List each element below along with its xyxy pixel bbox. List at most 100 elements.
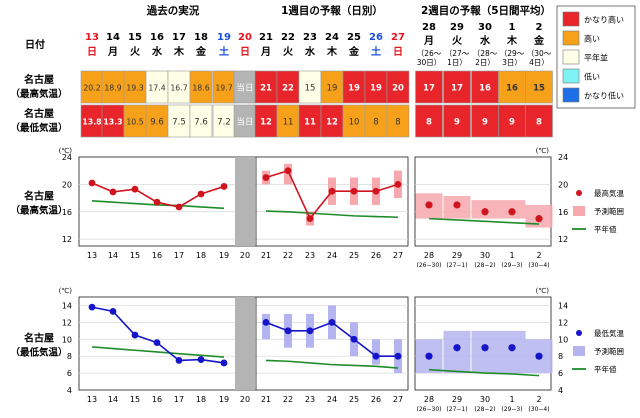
legend-swatch	[562, 68, 580, 84]
data-point	[350, 335, 358, 343]
legend-swatch	[562, 49, 580, 65]
x-tick-label: 20	[240, 251, 250, 260]
max-week-cell	[525, 70, 553, 104]
weekly-point	[481, 344, 489, 352]
x-tick-label: 26	[371, 395, 381, 404]
x-tick-range: (27−1)	[446, 262, 467, 269]
x-tick-range: (29−3)	[501, 406, 522, 413]
max-value: 22	[282, 84, 294, 94]
y-tick-label-right: 12	[558, 318, 568, 327]
data-point	[153, 198, 161, 206]
date-number: 18	[194, 32, 208, 43]
data-point	[372, 352, 380, 360]
legend-label: かなり高い	[584, 15, 624, 25]
range-box	[443, 330, 471, 374]
unit-label: (℃)	[59, 287, 73, 295]
max-week-cell	[471, 70, 499, 104]
x-tick-range: (26−30)	[417, 406, 442, 413]
x-tick-label: 30	[480, 251, 490, 260]
date-number: 27	[391, 32, 405, 43]
chart-row-label-city: 名古屋	[24, 332, 54, 345]
min-value: 10.5	[126, 118, 143, 127]
max-value: 16.7	[170, 84, 187, 93]
date-column-label: 日付	[25, 38, 45, 51]
y-tick-label: 12	[62, 318, 72, 327]
x-tick-label: 27	[393, 395, 403, 404]
x-tick-label: 2	[536, 251, 541, 260]
max-value: 20	[392, 84, 404, 94]
x-tick-range: (29−3)	[501, 262, 522, 269]
date-number: 19	[217, 32, 231, 43]
week-range-end: 3日）	[502, 58, 522, 67]
max-cell	[386, 70, 410, 104]
y-tick-label-right: 14	[558, 301, 568, 310]
min-week-value: 8	[426, 118, 432, 128]
date-number: 16	[150, 32, 164, 43]
data-point	[306, 327, 314, 335]
legend-label: 低い	[584, 72, 600, 82]
x-tick-label: 1	[509, 395, 514, 404]
weekly-point	[453, 201, 461, 209]
date-number: 24	[325, 32, 339, 43]
y-tick-label-right: 6	[558, 369, 563, 378]
max-week-cell	[443, 70, 471, 104]
range-box	[471, 330, 499, 374]
data-point	[131, 185, 139, 193]
week-range-end: 4日）	[529, 58, 549, 67]
min-value: 11	[304, 118, 316, 128]
x-tick-label: 30	[480, 395, 490, 404]
y-tick-label: 8	[67, 352, 72, 361]
date-weekday: 日	[87, 46, 97, 58]
data-point	[88, 303, 96, 311]
legend-label: 高い	[584, 34, 600, 44]
y-tick-label-right: 4	[558, 386, 563, 395]
range-bar	[284, 163, 292, 185]
min-week-value: 8	[536, 118, 542, 128]
week-date-weekday: 月	[423, 35, 434, 47]
today-band	[235, 157, 255, 246]
week2-title: 2週目の予報（5日間平均）	[421, 4, 551, 17]
week-date-number: 2	[536, 22, 543, 33]
data-point	[197, 190, 205, 198]
x-tick-range: (28−2)	[474, 406, 495, 413]
range-bar	[372, 339, 380, 365]
chart-row-label-city: 名古屋	[24, 190, 54, 203]
range-box	[498, 330, 526, 374]
unit-label-right: (℃)	[536, 147, 550, 155]
x-tick-label: 18	[196, 251, 206, 260]
data-point	[197, 356, 205, 363]
data-point	[328, 318, 336, 326]
unit-label-right: (℃)	[536, 287, 550, 295]
data-point	[394, 180, 402, 188]
legend-series-label: 最低気温	[594, 328, 624, 338]
legend-range-label: 予測範囲	[594, 346, 624, 356]
max-week-value: 17	[423, 84, 435, 94]
max-week-cell	[498, 70, 526, 104]
min-value: 13.3	[103, 118, 122, 127]
x-tick-label: 28	[424, 395, 434, 404]
date-number: 22	[281, 32, 295, 43]
data-point	[175, 357, 183, 364]
legend-normal-label: 平年値	[594, 224, 617, 234]
min-week-cell	[471, 104, 499, 138]
data-point	[131, 331, 139, 339]
row-label-min: （最低気温）	[10, 122, 67, 134]
date-weekday: 月	[260, 46, 271, 58]
max-value: 19	[348, 84, 360, 94]
weekly-point	[508, 208, 516, 216]
max-value: 21	[260, 84, 272, 94]
week-date-number: 30	[478, 22, 492, 33]
max-week-value: 15	[533, 84, 545, 94]
legend-swatch	[562, 11, 580, 27]
min-week-value: 9	[482, 118, 488, 128]
min-week-value: 9	[509, 118, 515, 128]
x-tick-label: 21	[261, 251, 271, 260]
weekly-point	[453, 344, 461, 352]
y-tick-label: 10	[62, 335, 72, 344]
min-value: 7.5	[172, 118, 186, 128]
x-tick-label: 24	[327, 395, 337, 404]
data-point	[153, 339, 161, 347]
x-tick-label: 13	[87, 251, 97, 260]
date-weekday: 土	[371, 45, 381, 58]
